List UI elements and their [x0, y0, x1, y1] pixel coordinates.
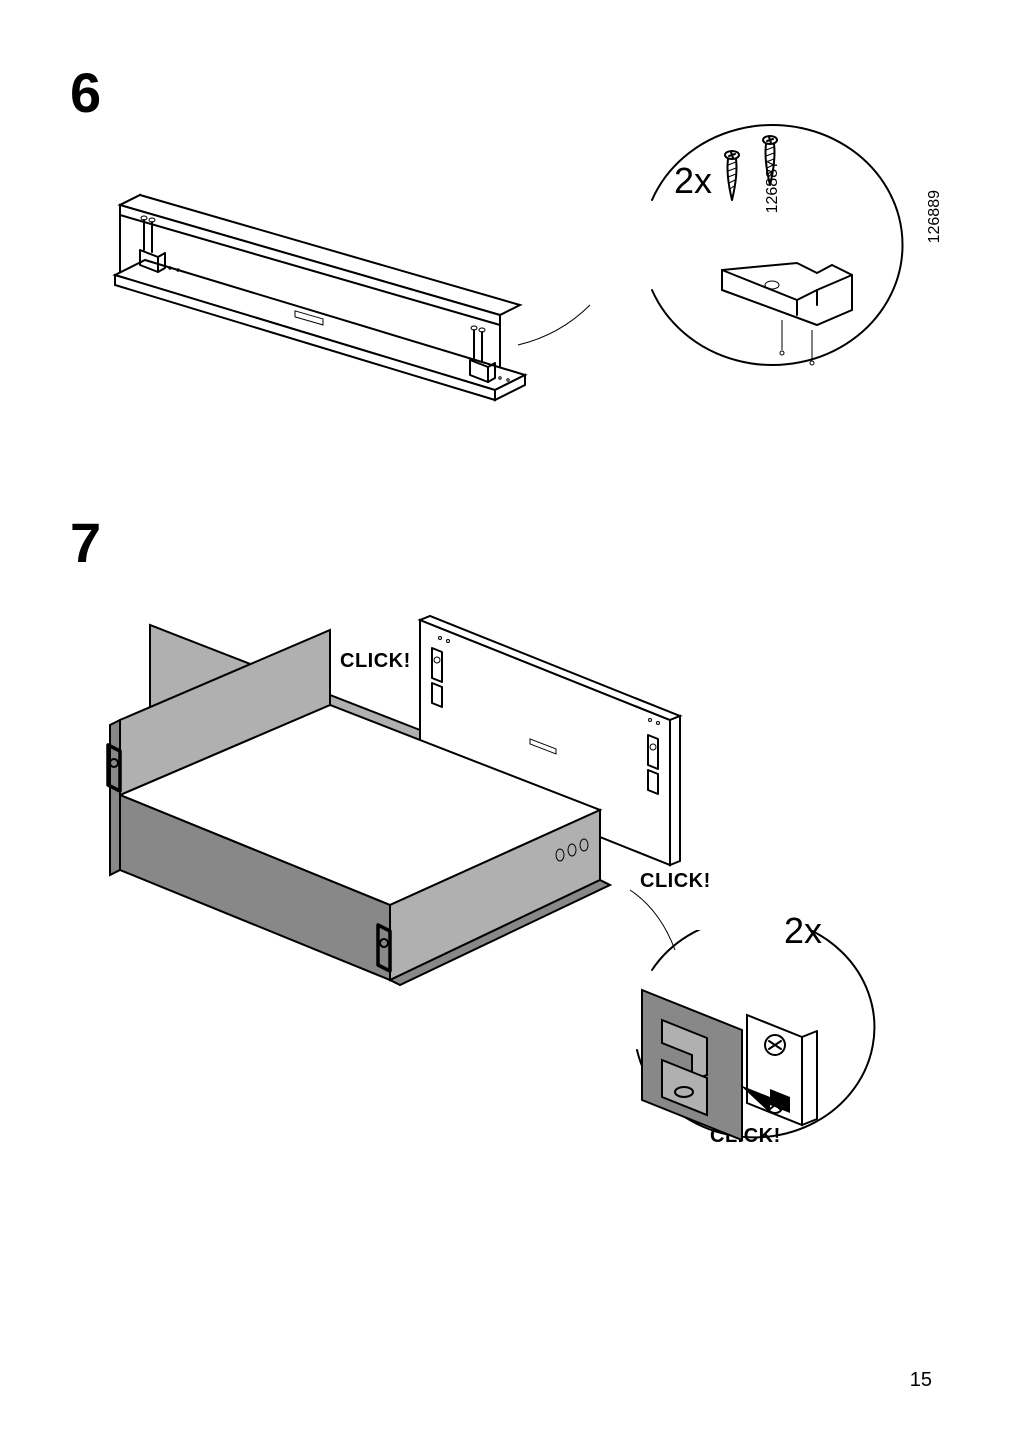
instruction-page: 6	[0, 0, 1012, 1432]
step6-detail-circle	[632, 120, 942, 380]
step6-panel-illustration	[100, 135, 620, 445]
step7-detail-circle	[622, 930, 902, 1180]
step-number-6: 6	[70, 60, 101, 125]
click-label-mid: CLICK!	[640, 870, 711, 893]
click-label-top: CLICK!	[340, 650, 411, 673]
page-number: 15	[910, 1369, 932, 1392]
step-number-7: 7	[70, 510, 101, 575]
